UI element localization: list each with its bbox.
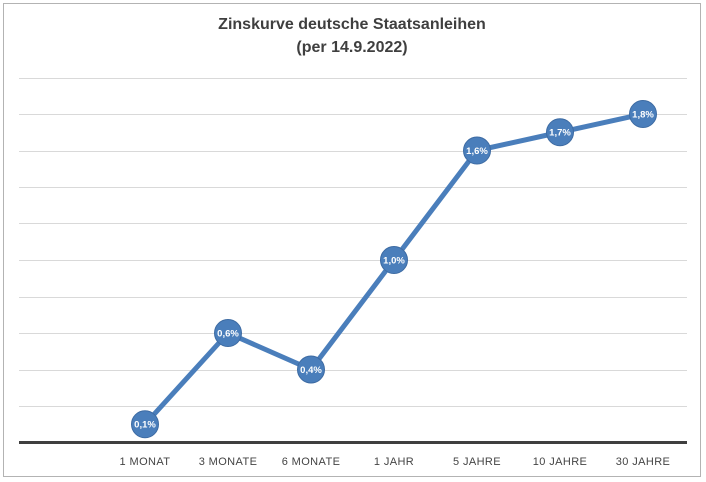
- chart-frame: Zinskurve deutsche Staatsanleihen (per 1…: [3, 3, 701, 477]
- x-axis-labels: 1 MONAT 3 MONATE 6 MONATE 1 JAHR 5 JAHRE 10 J…: [120, 456, 671, 468]
- x-axis-label: 1 JAHR: [374, 456, 414, 468]
- data-point-marker: [546, 118, 574, 147]
- data-point-label: 1,7%: [549, 128, 571, 139]
- data-point-label: 1,6%: [466, 146, 488, 157]
- gridlines: [19, 78, 687, 407]
- data-point: 1,6%: [463, 136, 491, 165]
- data-point-label: 0,1%: [134, 420, 156, 431]
- x-axis-label: 1 MONAT: [120, 456, 171, 468]
- data-point: 0,6%: [214, 319, 242, 347]
- data-point-marker: [131, 410, 159, 439]
- x-axis-label: 10 JAHRE: [533, 456, 588, 468]
- x-axis-label: 30 JAHRE: [616, 456, 671, 468]
- chart-title-block: Zinskurve deutsche Staatsanleihen (per 1…: [4, 13, 700, 59]
- data-point-marker: [380, 246, 408, 274]
- x-axis-label: 3 MONATE: [199, 456, 258, 468]
- data-point-label: 1,0%: [383, 255, 405, 266]
- data-point-label: 1,8%: [632, 109, 654, 120]
- data-point-marker: [463, 136, 491, 165]
- data-point: 1,8%: [629, 100, 657, 128]
- x-axis-label: 5 JAHRE: [453, 456, 501, 468]
- data-point-marker: [297, 355, 325, 384]
- x-axis-label: 6 MONATE: [282, 456, 341, 468]
- data-point: 1,0%: [380, 246, 408, 274]
- line-chart: 0,1% 0,6% 0,4% 1,0% 1,6% 1,7% 1,8% 1 MONAT 3 MON…: [19, 78, 687, 468]
- data-point: 1,7%: [546, 118, 574, 147]
- data-point-label: 0,4%: [300, 365, 322, 376]
- chart-title: Zinskurve deutsche Staatsanleihen: [218, 16, 486, 33]
- data-point: 0,4%: [297, 355, 325, 384]
- data-point-marker: [629, 100, 657, 128]
- data-point: 0,1%: [131, 410, 159, 439]
- data-point-label: 0,6%: [217, 328, 239, 339]
- data-points: 0,1% 0,6% 0,4% 1,0% 1,6% 1,7% 1,8%: [131, 100, 657, 439]
- chart-subtitle: (per 14.9.2022): [296, 39, 408, 56]
- data-point-marker: [214, 319, 242, 347]
